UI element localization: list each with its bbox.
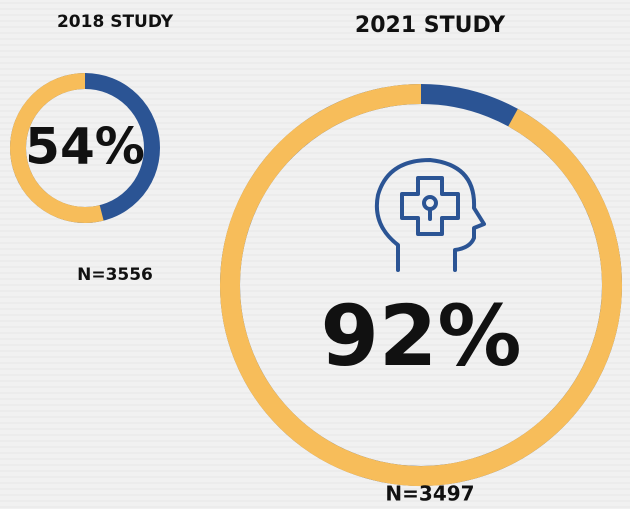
value-label: 92% <box>320 287 521 385</box>
value-label: 54% <box>25 118 145 176</box>
donut-segment <box>220 84 622 486</box>
donut-segment <box>10 73 104 223</box>
head-icon <box>375 158 486 272</box>
chart-title: 2018 STUDY <box>57 12 174 32</box>
sample-size: N=3556 <box>77 265 153 285</box>
chart-title: 2021 STUDY <box>355 13 506 38</box>
sample-size: N=3497 <box>385 482 474 506</box>
